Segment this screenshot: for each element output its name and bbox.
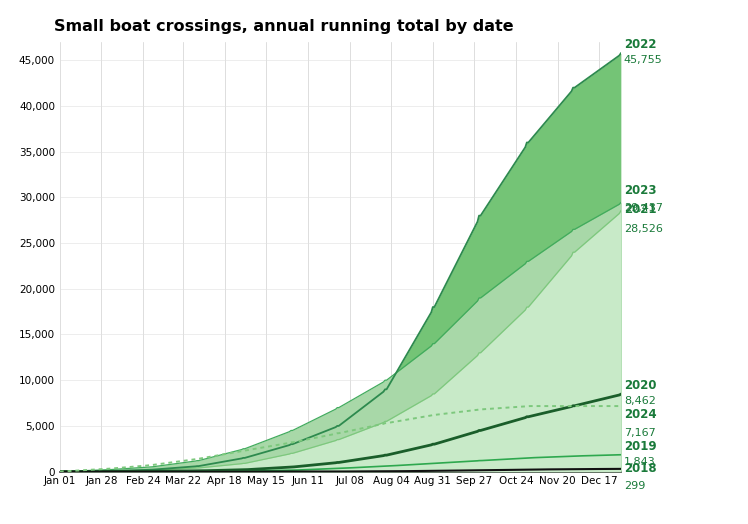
Text: 2021: 2021 <box>624 203 657 216</box>
Text: 2022: 2022 <box>624 38 657 51</box>
Text: 2024: 2024 <box>624 408 657 421</box>
Text: 2019: 2019 <box>624 440 657 453</box>
Text: 1,843: 1,843 <box>624 456 656 466</box>
Text: 28,526: 28,526 <box>624 224 663 234</box>
Text: 2023: 2023 <box>624 184 657 197</box>
Text: 7,167: 7,167 <box>624 428 656 438</box>
Text: 2018: 2018 <box>624 462 657 475</box>
Text: 45,755: 45,755 <box>624 55 663 65</box>
Text: 29,437: 29,437 <box>624 203 663 213</box>
Text: Small boat crossings, annual running total by date: Small boat crossings, annual running tot… <box>54 19 514 34</box>
Text: 2020: 2020 <box>624 379 657 392</box>
Text: 8,462: 8,462 <box>624 396 656 406</box>
Text: 299: 299 <box>624 481 646 491</box>
